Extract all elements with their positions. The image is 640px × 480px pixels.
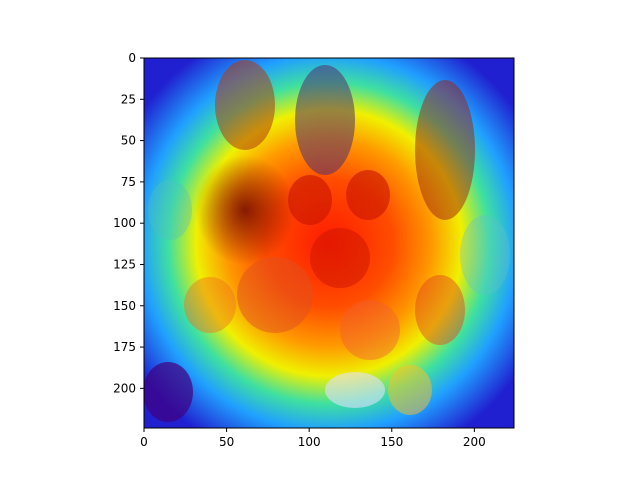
fruit-7 [415, 275, 465, 345]
x-tick-label: 100 [298, 435, 321, 449]
fruit-6 [340, 300, 400, 360]
x-axis: 0 50 100 150 200 [140, 428, 486, 449]
bowl-left [148, 180, 192, 240]
y-tick-label: 125 [113, 257, 136, 271]
x-tick-label: 200 [463, 435, 486, 449]
x-tick-label: 0 [140, 435, 148, 449]
y-tick-label: 100 [113, 216, 136, 230]
dark-sphere [144, 362, 193, 422]
y-tick-label: 25 [121, 92, 136, 106]
doll-left [215, 60, 275, 150]
y-tick-label: 175 [113, 340, 136, 354]
y-axis: 0 25 50 75 100 125 150 175 200 [113, 51, 144, 395]
y-tick-label: 200 [113, 381, 136, 395]
x-tick-label: 150 [380, 435, 403, 449]
fruit-4 [237, 257, 313, 333]
plot-frame [143, 57, 515, 429]
y-tick-label: 50 [121, 134, 136, 148]
fruit-1 [288, 175, 332, 225]
fruit-2 [346, 170, 390, 220]
bowl-right [460, 215, 510, 295]
dark-jar [195, 155, 295, 265]
y-tick-label: 150 [113, 299, 136, 313]
fruit-5 [184, 277, 236, 333]
y-tick-label: 0 [128, 51, 136, 65]
y-tick-label: 75 [121, 175, 136, 189]
orange-bottom [388, 365, 432, 415]
lamb-figure [325, 372, 385, 408]
heatmap-image [144, 58, 514, 428]
fruit-3 [310, 228, 370, 288]
x-tick-label: 50 [219, 435, 234, 449]
doll-right [415, 80, 475, 220]
vase [295, 65, 355, 175]
